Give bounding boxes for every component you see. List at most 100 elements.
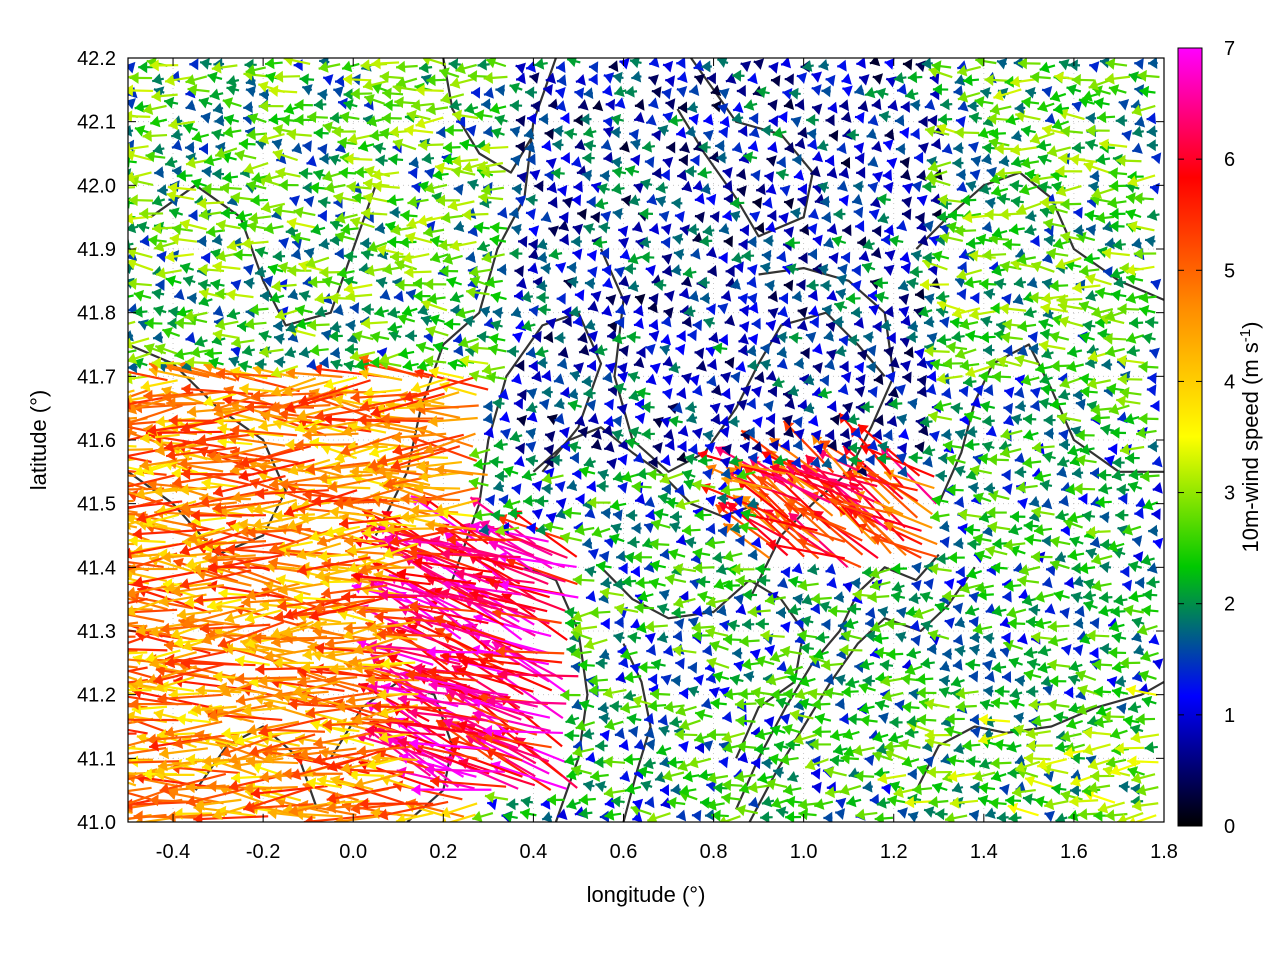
wind-vector-shaft: [128, 781, 137, 787]
wind-vector-head: [969, 809, 980, 822]
wind-vector-head: [647, 812, 658, 822]
wind-vector-head: [904, 796, 915, 809]
wind-vector: [659, 784, 669, 797]
wind-vector-shaft: [185, 786, 252, 805]
wind-vector-head: [326, 801, 336, 814]
wind-vector-head: [644, 796, 655, 809]
wind-vector-head: [835, 808, 846, 820]
wind-vector: [487, 798, 498, 811]
wind-vector-head: [267, 807, 278, 820]
wind-vector-shaft: [128, 786, 152, 793]
wind-vector-head: [1069, 795, 1079, 808]
wind-vector-head: [1118, 780, 1129, 793]
wind-vector-shaft: [135, 775, 212, 789]
wind-vector-shaft: [485, 747, 552, 791]
wind-vector-head: [978, 794, 989, 807]
wind-vector-head: [99, 602, 108, 614]
wind-vector-head: [869, 793, 879, 806]
wind-vector: [604, 808, 622, 821]
wind-vector-head: [739, 782, 750, 794]
wind-vector-shaft: [128, 799, 152, 807]
wind-vector: [243, 782, 298, 795]
wind-vector-head: [761, 795, 773, 808]
wind-vector-head: [92, 642, 101, 654]
wind-vector-head: [186, 795, 197, 807]
wind-vector: [782, 783, 802, 796]
wind-vector: [1069, 784, 1081, 797]
wind-vector-head: [666, 796, 677, 809]
wind-vector: [578, 793, 596, 806]
wind-vector: [978, 782, 996, 794]
wind-vector-head: [73, 716, 83, 728]
wind-vector-head: [250, 787, 261, 800]
wind-vector: [185, 786, 252, 807]
wind-vector-shaft: [1133, 814, 1157, 822]
wind-vector-head: [98, 781, 108, 793]
wind-vector-head: [679, 784, 690, 797]
wind-vector-shaft: [128, 607, 153, 611]
wind-vector: [862, 780, 873, 793]
wind-vectors: [68, 58, 1164, 822]
wind-vector-head: [945, 812, 955, 822]
wind-vector-head: [68, 631, 77, 643]
wind-vector-head: [79, 590, 88, 602]
wind-vector-head: [207, 780, 217, 793]
wind-vector-head: [288, 804, 299, 817]
wind-vector-head: [303, 815, 313, 822]
contour-line: [532, 426, 759, 518]
wind-vector: [646, 812, 671, 822]
wind-vector: [721, 779, 743, 792]
wind-vector-head: [996, 811, 1007, 822]
wind-vector-head: [874, 812, 884, 822]
wind-vector: [378, 800, 449, 821]
wind-vector-shaft: [242, 786, 313, 811]
wind-vector: [989, 797, 1007, 810]
wind-vector: [640, 780, 653, 792]
wind-vector-head: [897, 807, 908, 819]
wind-vector: [520, 796, 534, 808]
wind-vector-head: [1005, 794, 1015, 807]
wind-vector-head: [711, 809, 721, 822]
wind-vector: [128, 799, 152, 807]
wind-vector-head: [89, 800, 99, 812]
wind-vector-head: [99, 480, 109, 492]
wind-vector-head: [908, 811, 919, 822]
wind-vector-shaft: [128, 732, 137, 735]
wind-vector: [502, 810, 518, 822]
wind-vector-head: [1098, 802, 1109, 814]
wind-vector-head: [599, 810, 610, 822]
wind-vector-head: [103, 606, 113, 618]
wind-vector: [931, 782, 948, 794]
wind-vector-shaft: [250, 784, 328, 796]
wind-vector-head: [583, 779, 594, 792]
wind-vector: [624, 782, 642, 795]
wind-vector-head: [1078, 808, 1088, 821]
wind-vector: [1097, 801, 1125, 814]
wind-vector-head: [1060, 790, 1071, 802]
wind-vector: [242, 786, 313, 813]
wind-vector-shaft: [447, 813, 476, 822]
wind-vector: [1060, 790, 1083, 802]
wind-vector-head: [441, 817, 447, 822]
wind-vector-head: [1068, 809, 1079, 822]
wind-vector: [747, 781, 771, 794]
wind-vector: [1051, 783, 1067, 795]
wind-vector-head: [133, 810, 143, 822]
wind-vector: [506, 798, 519, 811]
wind-vector-head: [855, 808, 866, 821]
wind-vector: [566, 798, 581, 810]
wind-vector: [1087, 781, 1111, 794]
wind-vector-head: [396, 813, 406, 822]
wind-vector-head: [835, 797, 847, 810]
wind-vector-head: [487, 798, 498, 811]
wind-vector-head: [721, 792, 731, 805]
wind-vector: [776, 806, 789, 818]
wind-vector: [583, 779, 595, 792]
wind-vector: [874, 812, 893, 822]
wind-vector-head: [722, 779, 732, 792]
wind-vector-head: [411, 783, 421, 796]
wind-vector: [719, 815, 741, 822]
wind-vector: [250, 784, 328, 800]
wind-vector: [1005, 794, 1022, 807]
wind-vector: [458, 757, 536, 787]
